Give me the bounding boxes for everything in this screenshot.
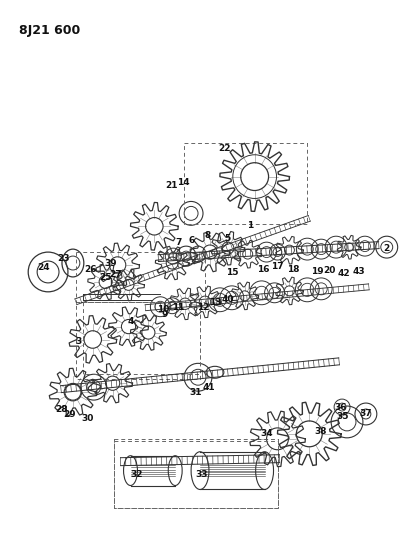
Text: 39: 39 <box>104 259 117 268</box>
Text: 32: 32 <box>130 470 143 479</box>
Text: 30: 30 <box>82 415 94 423</box>
Text: 18: 18 <box>287 265 300 274</box>
Text: 19: 19 <box>311 268 324 277</box>
Text: 5: 5 <box>225 233 231 243</box>
Text: 21: 21 <box>165 181 178 190</box>
Text: 6: 6 <box>189 236 195 245</box>
Text: 15: 15 <box>225 269 238 278</box>
Text: 12: 12 <box>197 303 209 312</box>
Text: 40: 40 <box>222 295 234 304</box>
Text: 23: 23 <box>58 254 70 263</box>
Text: 8: 8 <box>205 231 211 240</box>
Text: 13: 13 <box>209 298 221 307</box>
Text: 17: 17 <box>271 262 284 271</box>
Text: 36: 36 <box>335 402 347 411</box>
Text: 9: 9 <box>161 310 167 319</box>
Text: 16: 16 <box>257 265 270 274</box>
Text: 31: 31 <box>190 387 202 397</box>
Text: 43: 43 <box>353 268 365 277</box>
Text: 28: 28 <box>56 405 68 414</box>
Text: 26: 26 <box>85 265 97 274</box>
Text: 10: 10 <box>157 305 169 314</box>
Text: 35: 35 <box>337 413 349 422</box>
Text: 2: 2 <box>384 244 390 253</box>
Text: 3: 3 <box>76 337 82 346</box>
Text: 27: 27 <box>109 270 122 279</box>
Text: 11: 11 <box>172 303 184 312</box>
Text: 22: 22 <box>219 144 231 154</box>
Text: 14: 14 <box>177 178 189 187</box>
Text: 33: 33 <box>196 470 208 479</box>
Text: 29: 29 <box>64 410 76 419</box>
Text: 37: 37 <box>360 409 372 418</box>
Text: 25: 25 <box>99 273 112 282</box>
Text: 20: 20 <box>323 266 335 276</box>
Text: 8J21 600: 8J21 600 <box>19 23 81 37</box>
Text: 41: 41 <box>202 383 215 392</box>
Text: 7: 7 <box>175 238 181 247</box>
Text: 38: 38 <box>314 427 326 437</box>
Text: 42: 42 <box>338 270 351 278</box>
Text: 4: 4 <box>127 317 134 326</box>
Text: 1: 1 <box>247 221 253 230</box>
Text: 34: 34 <box>260 430 273 438</box>
Text: 24: 24 <box>37 263 49 272</box>
